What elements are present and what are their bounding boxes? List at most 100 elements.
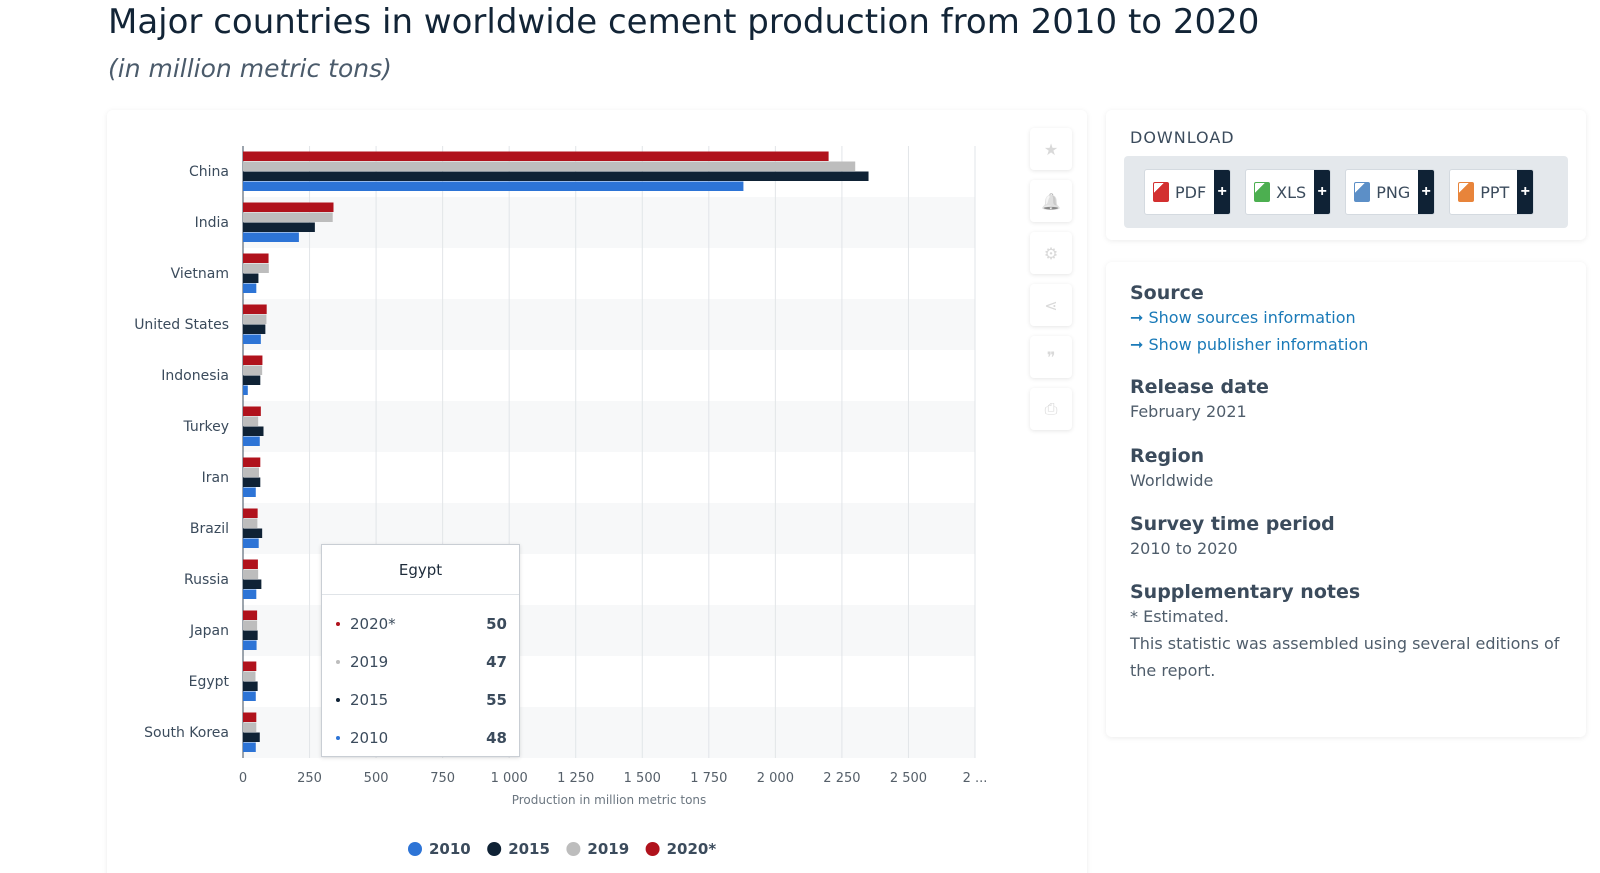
bar[interactable] (243, 518, 258, 529)
bar[interactable] (243, 640, 257, 651)
bar[interactable] (243, 569, 259, 580)
bar[interactable] (243, 742, 256, 753)
release-date-value: February 2021 (1130, 402, 1247, 421)
share-button[interactable]: ⋖ (1030, 284, 1072, 326)
download-options-plus[interactable]: + (1214, 170, 1231, 214)
bar[interactable] (243, 355, 263, 366)
x-tick-label: 1 000 (491, 771, 528, 786)
download-button-main[interactable]: PNG (1346, 170, 1418, 214)
download-button-main[interactable]: PDF (1145, 170, 1214, 214)
download-buttons: PDF + XLS + PNG + PPT + (1124, 156, 1568, 228)
bar[interactable] (243, 436, 260, 447)
bar-chart: 0 250 500 750 1 000 1 250 1 500 1 750 2 000 2 250… (134, 146, 987, 858)
bar[interactable] (243, 661, 257, 672)
bar[interactable] (243, 477, 261, 488)
legend-label[interactable]: 2019 (587, 840, 629, 858)
bar[interactable] (243, 589, 257, 600)
x-tick-label: 1 500 (624, 771, 661, 786)
bar[interactable] (243, 406, 261, 417)
x-tick-label: 0 (239, 771, 247, 786)
print-button[interactable]: ⎙ (1030, 388, 1072, 430)
source-heading: Source (1130, 282, 1204, 304)
tooltip-row: 2015 55 (322, 681, 519, 719)
bar[interactable] (243, 273, 259, 284)
category-label: Turkey (182, 419, 229, 435)
download-options-plus[interactable]: + (1418, 170, 1435, 214)
bar[interactable] (243, 681, 258, 692)
bar[interactable] (243, 304, 267, 315)
bar[interactable] (243, 426, 264, 437)
bar[interactable] (243, 457, 261, 468)
bar[interactable] (243, 263, 269, 274)
notes-estimated: * Estimated. (1130, 607, 1229, 626)
bar[interactable] (243, 671, 256, 682)
bar[interactable] (243, 365, 263, 376)
category-label: Vietnam (171, 266, 229, 282)
bar[interactable] (243, 620, 258, 631)
tooltip-row: 2010 48 (322, 719, 519, 757)
bar[interactable] (243, 538, 259, 549)
tooltip-series-label: 2020* (350, 615, 396, 633)
download-button-main[interactable]: PPT (1450, 170, 1517, 214)
chart-tooltip: Egypt 2020* 50 2019 47 2015 55 2010 48 (321, 544, 520, 757)
notes-heading: Supplementary notes (1130, 581, 1361, 603)
favorite-button[interactable]: ★ (1030, 128, 1072, 170)
bar[interactable] (243, 722, 257, 733)
category-label: Japan (189, 623, 229, 639)
download-pdf-button[interactable]: PDF + (1144, 169, 1232, 215)
bar[interactable] (243, 691, 256, 702)
bar[interactable] (243, 171, 869, 182)
show-publisher-link[interactable]: ➞ Show publisher information (1130, 335, 1369, 354)
cite-button[interactable]: ❞ (1030, 336, 1072, 378)
bar[interactable] (243, 181, 744, 192)
bar[interactable] (243, 732, 260, 743)
bar[interactable] (243, 375, 261, 386)
bar[interactable] (243, 314, 267, 325)
bar[interactable] (243, 253, 269, 264)
bar[interactable] (243, 610, 258, 621)
bar[interactable] (243, 559, 258, 570)
alert-button[interactable]: 🔔 (1030, 180, 1072, 222)
download-options-plus[interactable]: + (1314, 170, 1331, 214)
download-xls-button[interactable]: XLS + (1245, 169, 1332, 215)
row-band (243, 401, 975, 452)
bar[interactable] (243, 151, 829, 162)
bar[interactable] (243, 161, 856, 172)
x-tick-label: 250 (297, 771, 322, 786)
bar[interactable] (243, 579, 262, 590)
download-button-main[interactable]: XLS (1246, 170, 1314, 214)
bar[interactable] (243, 334, 261, 345)
category-label: India (195, 215, 229, 231)
bar[interactable] (243, 416, 259, 427)
xls-file-icon (1254, 182, 1271, 202)
page-title: Major countries in worldwide cement prod… (108, 2, 1260, 42)
category-label: Egypt (189, 674, 230, 690)
legend-label[interactable]: 2020* (667, 840, 717, 858)
bar[interactable] (243, 283, 257, 294)
bar[interactable] (243, 324, 266, 335)
category-label: United States (134, 317, 229, 333)
bar[interactable] (243, 202, 334, 213)
legend-label[interactable]: 2015 (508, 840, 550, 858)
download-png-button[interactable]: PNG + (1345, 169, 1436, 215)
tooltip-series-dot (336, 736, 340, 740)
x-tick-label: 2 500 (890, 771, 927, 786)
bar[interactable] (243, 528, 263, 539)
bar[interactable] (243, 212, 333, 223)
download-format-label: XLS (1276, 182, 1307, 202)
bar[interactable] (243, 232, 299, 243)
bar[interactable] (243, 630, 258, 641)
bar[interactable] (243, 508, 258, 519)
bar[interactable] (243, 712, 257, 723)
show-sources-link[interactable]: ➞ Show sources information (1130, 308, 1356, 327)
bar[interactable] (243, 487, 256, 498)
download-options-plus[interactable]: + (1517, 170, 1534, 214)
bar[interactable] (243, 467, 259, 478)
share-icon: ⋖ (1044, 295, 1058, 315)
download-ppt-button[interactable]: PPT + (1449, 169, 1535, 215)
row-band (243, 299, 975, 350)
bar[interactable] (243, 385, 248, 396)
bar[interactable] (243, 222, 315, 233)
legend-label[interactable]: 2010 (429, 840, 471, 858)
settings-button[interactable]: ⚙ (1030, 232, 1072, 274)
